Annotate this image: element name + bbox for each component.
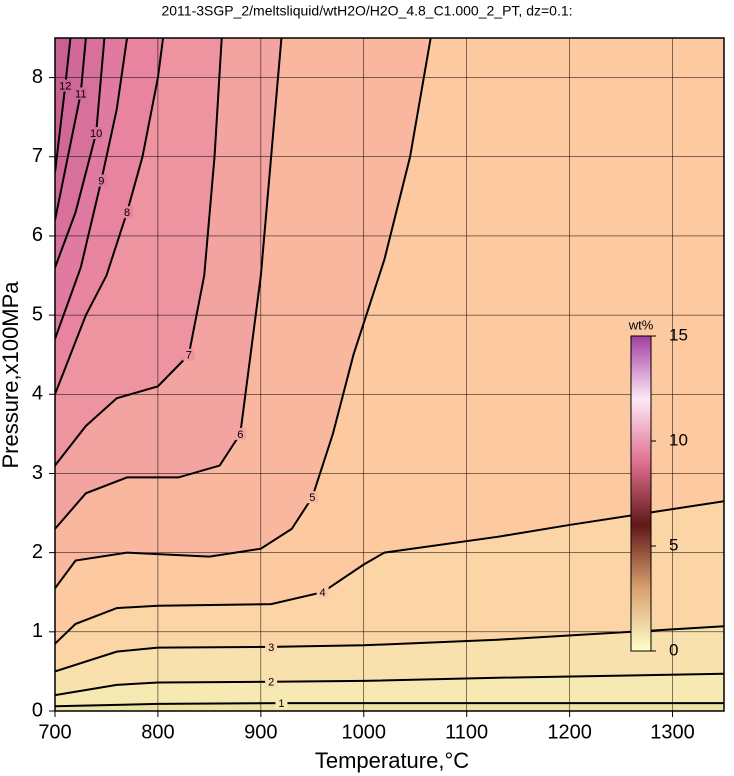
contour-label-bg bbox=[265, 640, 278, 653]
y-tick-label: 2 bbox=[32, 541, 43, 563]
contour-label: 6 bbox=[237, 429, 243, 441]
y-axis-label: Pressure,x100MPa bbox=[0, 281, 23, 469]
contour-label-bg bbox=[265, 675, 278, 688]
plot-frame bbox=[54, 37, 725, 712]
contour-line bbox=[55, 38, 283, 530]
x-tick-label: 700 bbox=[38, 721, 71, 743]
contour-label: 4 bbox=[320, 587, 326, 599]
contour-label: 12 bbox=[59, 80, 71, 92]
contour-label-bg bbox=[90, 127, 103, 140]
y-tick-label: 3 bbox=[32, 462, 43, 484]
contour-label: 1 bbox=[278, 698, 284, 710]
colorbar-tick-label: 15 bbox=[669, 325, 688, 344]
contour-label-bg bbox=[74, 87, 87, 100]
contour-label: 5 bbox=[309, 492, 315, 504]
contour-label: 2 bbox=[268, 677, 274, 689]
contour-label-bg bbox=[234, 427, 247, 440]
contour-label: 9 bbox=[98, 175, 104, 187]
y-tick-label: 7 bbox=[32, 145, 43, 167]
y-tick-label: 0 bbox=[32, 699, 43, 721]
colorbar-tick-label: 0 bbox=[669, 640, 678, 659]
contour-line bbox=[55, 38, 106, 268]
x-tick-label: 1100 bbox=[445, 721, 488, 743]
x-tick-label: 1200 bbox=[547, 721, 592, 743]
colorbar-tick-label: 10 bbox=[669, 430, 688, 449]
contour-label: 10 bbox=[90, 128, 102, 140]
y-tick-label: 8 bbox=[32, 66, 43, 88]
contour-label: 11 bbox=[75, 88, 86, 100]
chart-title: 2011-3SGP_2/meltsliquid/wtH2O/H2O_4.8_C1… bbox=[161, 3, 572, 19]
contour-label-bg bbox=[306, 491, 319, 504]
contour-label-bg bbox=[95, 174, 108, 187]
y-tick-label: 5 bbox=[32, 303, 43, 325]
contour-label: 3 bbox=[268, 642, 274, 654]
y-tick-label: 1 bbox=[32, 620, 43, 642]
y-tick-label: 6 bbox=[32, 224, 43, 246]
y-tick-label: 4 bbox=[32, 383, 43, 405]
x-tick-label: 1000 bbox=[342, 721, 387, 743]
contour-label: 7 bbox=[186, 350, 192, 362]
contour-label-bg bbox=[316, 586, 329, 599]
contour-line bbox=[55, 38, 223, 467]
colorbar-tick-label: 5 bbox=[669, 535, 678, 554]
contour-label-bg bbox=[275, 697, 288, 710]
x-tick-label: 1300 bbox=[650, 721, 695, 743]
x-tick-label: 900 bbox=[244, 721, 277, 743]
contour-line bbox=[55, 38, 432, 589]
x-axis-label: Temperature,°C bbox=[315, 748, 469, 773]
x-tick-label: 800 bbox=[141, 721, 174, 743]
colorbar bbox=[630, 335, 652, 652]
contour-label-bg bbox=[59, 79, 72, 92]
contour-label-bg bbox=[182, 348, 195, 361]
contour-label-bg bbox=[121, 206, 134, 219]
colorbar-label: wt% bbox=[628, 317, 654, 332]
contour-label: 8 bbox=[124, 207, 130, 219]
